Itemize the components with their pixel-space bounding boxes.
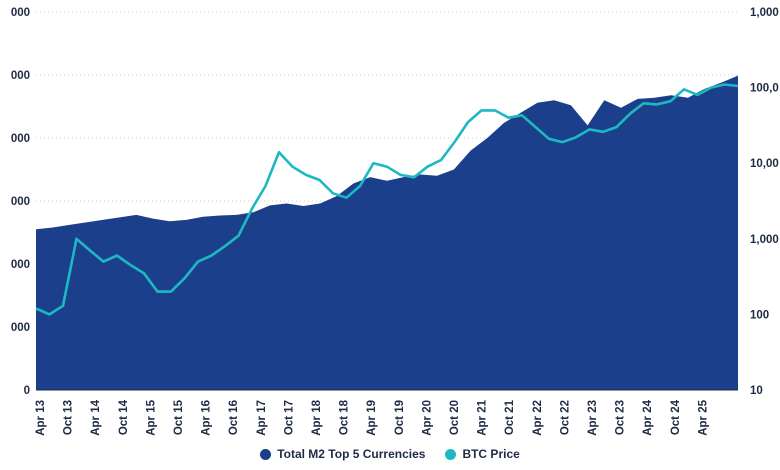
x-tick-label: Oct 13	[63, 400, 75, 435]
x-tick-label: Apr 14	[90, 399, 102, 435]
y-right-tick-label: 100	[750, 309, 769, 321]
y-left-tick-label: 0	[24, 385, 30, 397]
x-tick-label: Apr 25	[697, 399, 709, 435]
legend-swatch-m2	[260, 448, 272, 460]
legend: Total M2 Top 5 Currencies BTC Price	[0, 447, 780, 461]
x-tick-label: Oct 19	[394, 400, 406, 435]
x-tick-label: Oct 17	[283, 400, 295, 435]
y-right-tick-label: 10	[750, 385, 763, 397]
x-tick-label: Oct 15	[173, 399, 185, 435]
y-right-tick-label: 1,000	[750, 234, 779, 246]
x-tick-label: Apr 17	[256, 400, 268, 436]
legend-label-btc: BTC Price	[462, 447, 520, 461]
series-area-m2	[36, 75, 738, 390]
y-left-tick-label: 000	[11, 322, 30, 334]
x-tick-label: Oct 24	[670, 399, 682, 435]
x-tick-label: Oct 14	[118, 399, 130, 435]
x-tick-label: Oct 22	[559, 400, 571, 435]
x-tick-label: Apr 18	[311, 399, 323, 435]
x-tick-label: Apr 23	[587, 400, 599, 436]
x-tick-label: Apr 16	[201, 400, 213, 436]
y-axis-right-ticks: 1,000 100,0 10,00 1,000 100 10	[750, 7, 779, 397]
x-tick-label: Oct 21	[504, 399, 516, 435]
x-axis-ticks: Apr 13 Oct 13 Apr 14 Oct 14 Apr 15 Oct 15 Apr …	[35, 399, 709, 435]
y-left-tick-label: 000	[11, 7, 30, 19]
series-line-btc	[35, 83, 739, 316]
x-tick-label: Apr 19	[366, 400, 378, 436]
y-right-tick-label: 100,0	[750, 83, 779, 95]
x-tick-label: Oct 20	[449, 400, 461, 435]
x-tick-label: Apr 13	[35, 400, 47, 436]
x-tick-label: Apr 21	[477, 399, 489, 435]
y-right-tick-label: 10,00	[750, 158, 779, 170]
x-tick-label: Oct 23	[615, 400, 627, 435]
y-left-tick-label: 000	[11, 70, 30, 82]
x-tick-label: Apr 20	[421, 400, 433, 436]
x-tick-label: Oct 18	[339, 399, 351, 435]
x-tick-label: Apr 22	[532, 400, 544, 436]
legend-item-m2: Total M2 Top 5 Currencies	[260, 447, 425, 461]
legend-item-btc: BTC Price	[445, 447, 520, 461]
x-tick-label: Apr 15	[145, 399, 157, 435]
x-tick-label: Oct 16	[228, 400, 240, 435]
y-left-tick-label: 000	[11, 196, 30, 208]
legend-swatch-btc	[445, 448, 457, 460]
y-left-tick-label: 000	[11, 259, 30, 271]
y-left-tick-label: 000	[11, 133, 30, 145]
y-right-tick-label: 1,000	[750, 7, 779, 19]
legend-label-m2: Total M2 Top 5 Currencies	[277, 447, 426, 461]
x-tick-label: Apr 24	[642, 399, 654, 435]
